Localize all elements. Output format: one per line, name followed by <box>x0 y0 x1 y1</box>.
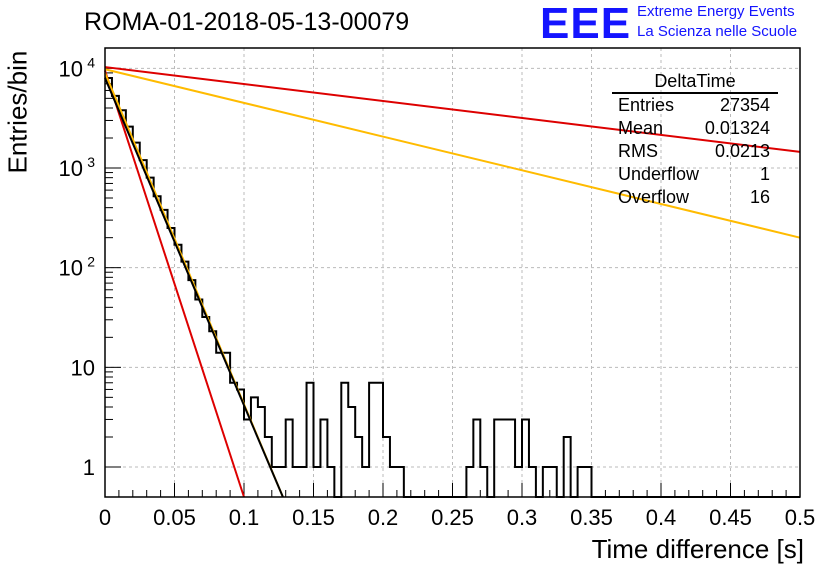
x-tick-label: 0.2 <box>368 505 399 530</box>
y-tick-label: 10 <box>59 256 83 281</box>
plot-title: ROMA-01-2018-05-13-00079 <box>84 8 410 36</box>
tick-labels: 0 0.05 0.1 0.15 0.2 0.25 0.3 0.35 0.4 0.45 0.5 1 10 1… <box>59 54 816 530</box>
fit-curves <box>104 66 801 498</box>
stats-label: Underflow <box>618 164 700 184</box>
x-tick-label: 0.4 <box>646 505 677 530</box>
stats-title: DeltaTime <box>612 70 778 94</box>
plot-frame <box>104 47 801 498</box>
stats-row-overflow: Overflow 16 <box>612 186 778 209</box>
y-tick-label: 10 <box>59 156 83 181</box>
x-axis-label: Time difference [s] <box>591 534 804 564</box>
stats-label: Mean <box>618 118 664 138</box>
stats-row-underflow: Underflow 1 <box>612 163 778 186</box>
stats-value: 0.01324 <box>704 118 770 138</box>
stats-value: 16 <box>749 187 770 207</box>
x-tick-label: 0.35 <box>570 505 613 530</box>
x-tick-label: 0.25 <box>431 505 474 530</box>
x-tick-label: 0.3 <box>507 505 538 530</box>
y-tick-label: 1 <box>83 455 95 480</box>
fit-line-red-2 <box>104 70 245 498</box>
x-tick-label: 0.1 <box>229 505 260 530</box>
fit-line-black-4 <box>104 77 284 498</box>
brand-line-1: Extreme Energy Events <box>637 3 795 20</box>
x-tick-label: 0.5 <box>785 505 816 530</box>
stats-value: 1 <box>759 164 770 184</box>
eee-logo: EEE <box>540 0 632 48</box>
stats-label: RMS <box>618 141 658 161</box>
y-tick-label: 10 <box>71 355 95 380</box>
y-tick-exponent: 2 <box>87 254 95 270</box>
fit-line-red-0 <box>104 66 801 153</box>
y-tick-exponent: 3 <box>87 154 95 170</box>
fit-line-yellow-1 <box>104 68 801 239</box>
brand-line-2: La Scienza nelle Scuole <box>637 23 798 40</box>
stats-box: DeltaTime Entries 27354 Mean 0.01324 RMS 0.… <box>612 70 778 209</box>
y-axis-label: Entries/bin <box>2 50 33 174</box>
x-tick-label: 0.05 <box>153 505 196 530</box>
stats-label: Overflow <box>618 187 690 207</box>
x-tick-label: 0.15 <box>292 505 335 530</box>
stats-row-entries: Entries 27354 <box>612 94 778 117</box>
y-tick-label: 10 <box>59 56 83 81</box>
stats-row-mean: Mean 0.01324 <box>612 117 778 140</box>
stats-row-rms: RMS 0.0213 <box>612 140 778 163</box>
stats-label: Entries <box>618 95 675 115</box>
stats-value: 27354 <box>719 95 770 115</box>
x-tick-label: 0.45 <box>709 505 752 530</box>
y-tick-exponent: 4 <box>87 54 95 70</box>
x-tick-label: 0 <box>99 505 111 530</box>
stats-value: 0.0213 <box>714 141 770 161</box>
